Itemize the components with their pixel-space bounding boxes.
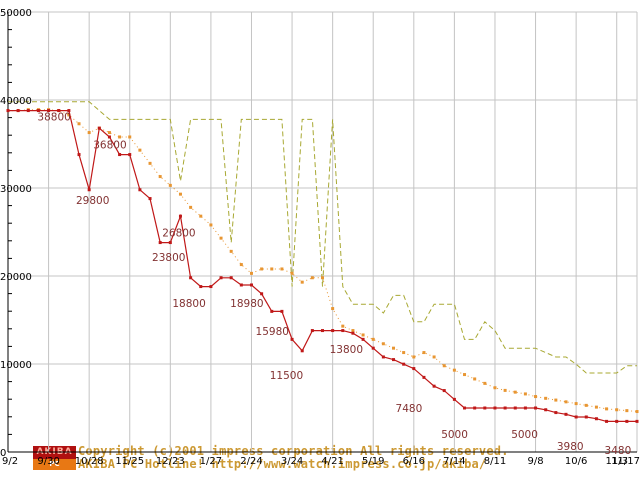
svg-text:11/25: 11/25 — [115, 456, 144, 467]
svg-text:38800: 38800 — [37, 111, 70, 123]
svg-text:40000: 40000 — [0, 96, 32, 107]
svg-text:18980: 18980 — [230, 298, 263, 310]
svg-text:29800: 29800 — [76, 195, 109, 207]
svg-text:5000: 5000 — [441, 429, 468, 441]
svg-text:1/27: 1/27 — [200, 456, 222, 467]
svg-text:3980: 3980 — [557, 441, 584, 453]
svg-text:9/30: 9/30 — [37, 456, 59, 467]
svg-text:26800: 26800 — [162, 227, 195, 239]
svg-text:4/21: 4/21 — [321, 456, 343, 467]
svg-text:23800: 23800 — [152, 252, 185, 264]
svg-text:5000: 5000 — [511, 429, 538, 441]
average-price-line — [8, 109, 638, 412]
copyright-text: Copyright (c)2001 impress corporation Al… — [78, 444, 509, 458]
svg-text:20000: 20000 — [0, 272, 32, 283]
svg-text:10/6: 10/6 — [565, 456, 587, 467]
svg-text:3/24: 3/24 — [281, 456, 303, 467]
axes — [7, 12, 12, 452]
x-axis-labels: 9/2 9/30 10/28 11/25 12/23 1/27 2/24 3/24 4/21 5/… — [2, 456, 640, 467]
svg-text:7480: 7480 — [396, 403, 423, 415]
svg-text:10/28: 10/28 — [75, 456, 104, 467]
lowest-price-line — [8, 109, 637, 422]
svg-text:8/11: 8/11 — [484, 456, 506, 467]
svg-text:9/2: 9/2 — [2, 456, 18, 467]
svg-text:5/19: 5/19 — [362, 456, 384, 467]
site-url-text: AKIBA PC Hotline! http://www.watch.impre… — [78, 457, 487, 471]
svg-text:36800: 36800 — [93, 139, 126, 151]
gridlines — [7, 11, 638, 453]
y-axis-labels: 0 10000 20000 30000 40000 50000 — [0, 8, 32, 459]
akiba-logo-bottom: PC Hotline! — [33, 459, 76, 479]
svg-text:3480: 3480 — [605, 445, 632, 457]
svg-text:50000: 50000 — [0, 8, 32, 19]
svg-text:15980: 15980 — [256, 326, 289, 338]
svg-text:0: 0 — [0, 448, 6, 459]
svg-text:6/16: 6/16 — [403, 456, 425, 467]
svg-text:7/14: 7/14 — [443, 456, 465, 467]
svg-text:10000: 10000 — [0, 360, 32, 371]
svg-text:12/23: 12/23 — [156, 456, 185, 467]
lowest-price-series — [6, 109, 639, 423]
average-price-series — [6, 108, 639, 414]
svg-text:18800: 18800 — [172, 298, 205, 310]
svg-text:9/8: 9/8 — [528, 456, 544, 467]
highest-price-line — [8, 101, 637, 374]
svg-text:11/3: 11/3 — [605, 456, 627, 467]
svg-text:30000: 30000 — [0, 184, 32, 195]
svg-text:2/24: 2/24 — [240, 456, 262, 467]
svg-text:13800: 13800 — [330, 344, 363, 356]
svg-text:11/17: 11/17 — [611, 456, 640, 467]
highest-price-series — [8, 101, 637, 374]
price-point-labels: 38800 36800 29800 26800 23800 18800 18980 15980… — [37, 111, 631, 457]
svg-text:11500: 11500 — [270, 370, 303, 382]
